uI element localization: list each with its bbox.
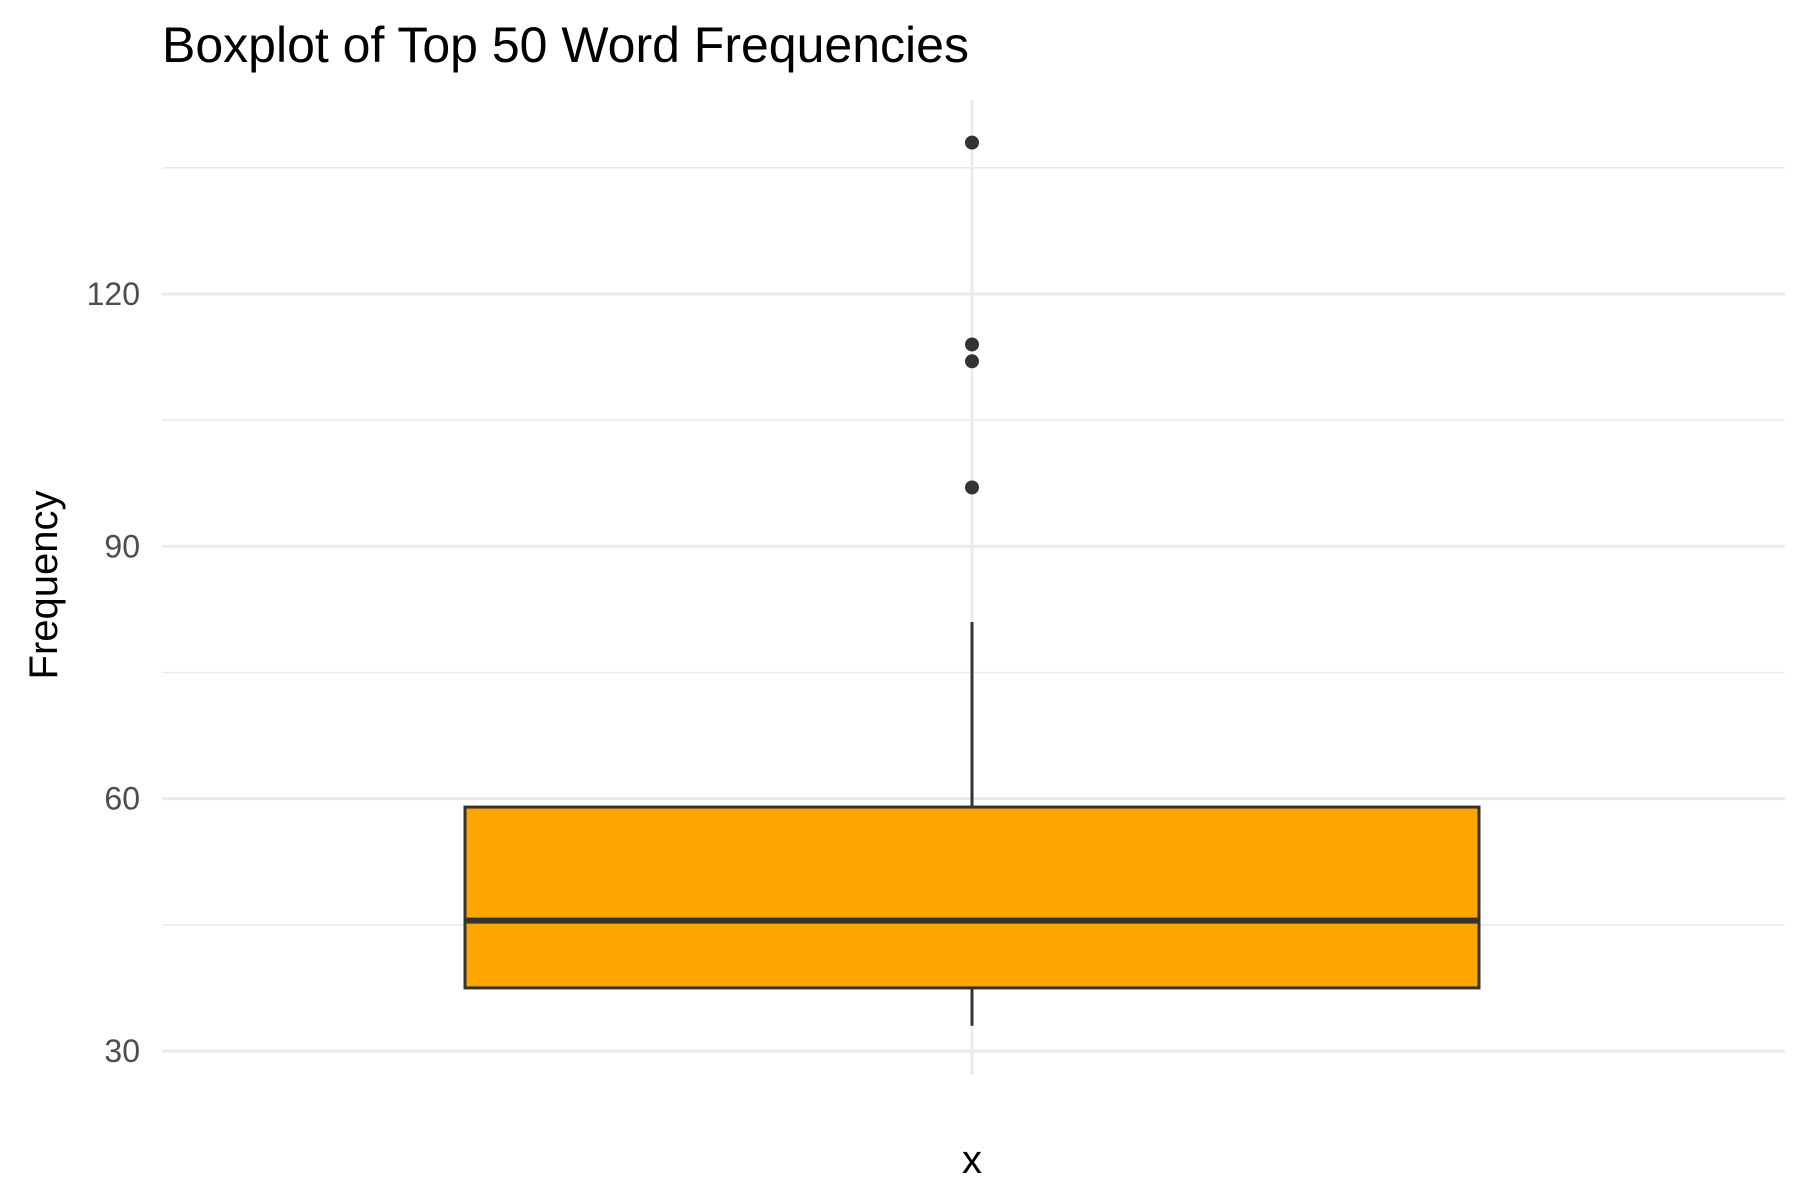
outlier-point <box>965 135 979 150</box>
y-axis-title: Frequency <box>22 491 66 680</box>
chart-title: Boxplot of Top 50 Word Frequencies <box>162 17 969 73</box>
y-tick-label: 30 <box>104 1033 140 1069</box>
tick-layer: 30 60 90 120 <box>87 276 140 1069</box>
y-tick-label: 60 <box>104 781 140 817</box>
y-tick-label: 90 <box>104 528 140 564</box>
outlier-point <box>965 354 979 369</box>
y-tick-label: 120 <box>87 276 140 312</box>
x-axis-title: x <box>962 1138 982 1182</box>
iqr-box <box>463 805 1481 990</box>
box-layer <box>463 135 1481 1026</box>
outlier-point <box>965 480 979 495</box>
outlier-point <box>965 337 979 352</box>
